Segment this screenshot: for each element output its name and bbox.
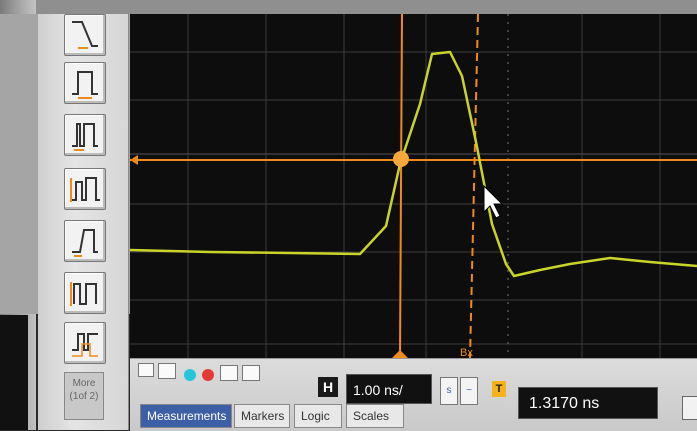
marker-ax-arrow <box>392 350 408 358</box>
trigger-level-arrow <box>130 155 138 165</box>
more-label: More <box>72 378 96 389</box>
channel-red-dot[interactable] <box>202 369 214 381</box>
pulse-width-trigger-button[interactable] <box>64 62 106 104</box>
pulse-width-icon <box>72 71 98 99</box>
tab-scales[interactable]: Scales <box>346 404 404 428</box>
trigger-delay-icon: T <box>492 381 506 397</box>
trigger-point <box>393 151 409 167</box>
print-icon[interactable] <box>242 365 260 381</box>
transition-trigger-button[interactable] <box>64 220 106 262</box>
edge-trigger-button[interactable] <box>64 14 106 56</box>
signal-trace <box>130 50 697 278</box>
expand-button[interactable] <box>682 396 697 420</box>
edge-icon <box>72 21 98 49</box>
timebase-up-button[interactable]: ~ <box>460 377 478 405</box>
tab-measurements[interactable]: Measurements <box>140 404 232 428</box>
marker-ax-line <box>399 14 403 358</box>
runt-trigger-button[interactable] <box>64 168 106 210</box>
setup-hold-icon <box>70 282 97 306</box>
setup-hold-trigger-button[interactable] <box>64 272 106 314</box>
waveform-graticule: Bx <box>130 14 697 358</box>
acquire-icon[interactable] <box>158 363 176 379</box>
glitch-trigger-button[interactable] <box>64 114 106 156</box>
scroll-left-icon[interactable] <box>138 363 154 377</box>
timebase-down-button[interactable]: s <box>440 377 458 405</box>
display-icon[interactable] <box>220 365 238 381</box>
channel-cyan-dot[interactable] <box>184 369 196 381</box>
tab-markers[interactable]: Markers <box>234 404 290 428</box>
glitch-icon <box>72 123 98 151</box>
marker-bx-line <box>469 14 479 358</box>
marker-bx-label: Bx <box>460 347 473 358</box>
transition-icon <box>72 229 98 257</box>
control-strip: H 1.00 ns/ s ~ T 1.3170 ns Measurements … <box>130 358 697 431</box>
pattern-icon <box>72 333 98 357</box>
monitor-bezel-top <box>0 0 697 14</box>
bezel-shadow <box>0 315 28 430</box>
horizontal-label: H <box>318 377 338 397</box>
trigger-mode-sidebar: More (1of 2) <box>38 14 129 430</box>
runt-icon <box>70 177 100 202</box>
delay-field[interactable]: 1.3170 ns <box>518 387 658 419</box>
tab-logic[interactable]: Logic <box>294 404 342 428</box>
mouse-cursor-icon <box>483 184 504 219</box>
more-page-label: (1of 2) <box>69 391 99 402</box>
timebase-field[interactable]: 1.00 ns/ <box>346 374 432 404</box>
pattern-trigger-button[interactable] <box>64 322 106 364</box>
more-button[interactable]: More (1of 2) <box>64 372 104 420</box>
waveform-display[interactable]: Bx <box>130 14 697 358</box>
